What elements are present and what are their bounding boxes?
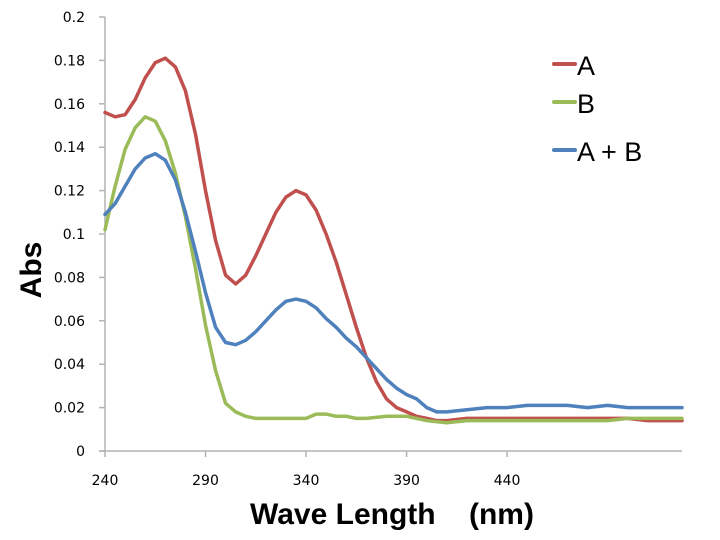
y-tick-label: 0.14 [54,140,85,156]
x-tick-label: 290 [192,473,219,489]
y-tick-label: 0.12 [54,184,85,200]
legend: AB A + B [552,51,642,167]
x-tick-label: 340 [293,473,320,489]
y-axis: 0 0.02 0.04 0.06 0.08 0.1 0.12 0.14 0.16 0.18 0.2 [54,10,106,460]
legend-item: B [552,89,595,119]
series-layer [103,56,684,425]
y-axis-title: Abs [15,242,48,299]
series-line-a [103,56,684,423]
series-line-a-b [103,151,684,414]
x-tick-label: 240 [92,473,119,489]
x-axis: 240 290 340 390 440 [92,450,682,489]
y-tick-label: 0.1 [63,227,85,243]
y-tick-label: 0 [76,444,85,460]
x-axis-title: Wave Length (nm) [250,498,534,531]
legend-item: A [552,51,595,81]
y-tick-label: 0.2 [63,10,85,26]
y-tick-label: 0.06 [54,314,85,330]
legend-label: A [577,51,595,81]
legend-label: B [577,89,595,119]
x-tick-label: 390 [393,473,420,489]
y-tick-label: 0.02 [54,401,85,417]
legend-item: A + B [552,137,642,167]
series-line-b [103,115,684,425]
legend-label: A + B [577,137,642,167]
y-tick-label: 0.04 [54,357,85,373]
y-tick-label: 0.16 [54,97,85,113]
y-tick-label: 0.18 [54,53,85,69]
x-tick-label: 440 [494,473,521,489]
y-tick-label: 0.08 [54,270,85,286]
